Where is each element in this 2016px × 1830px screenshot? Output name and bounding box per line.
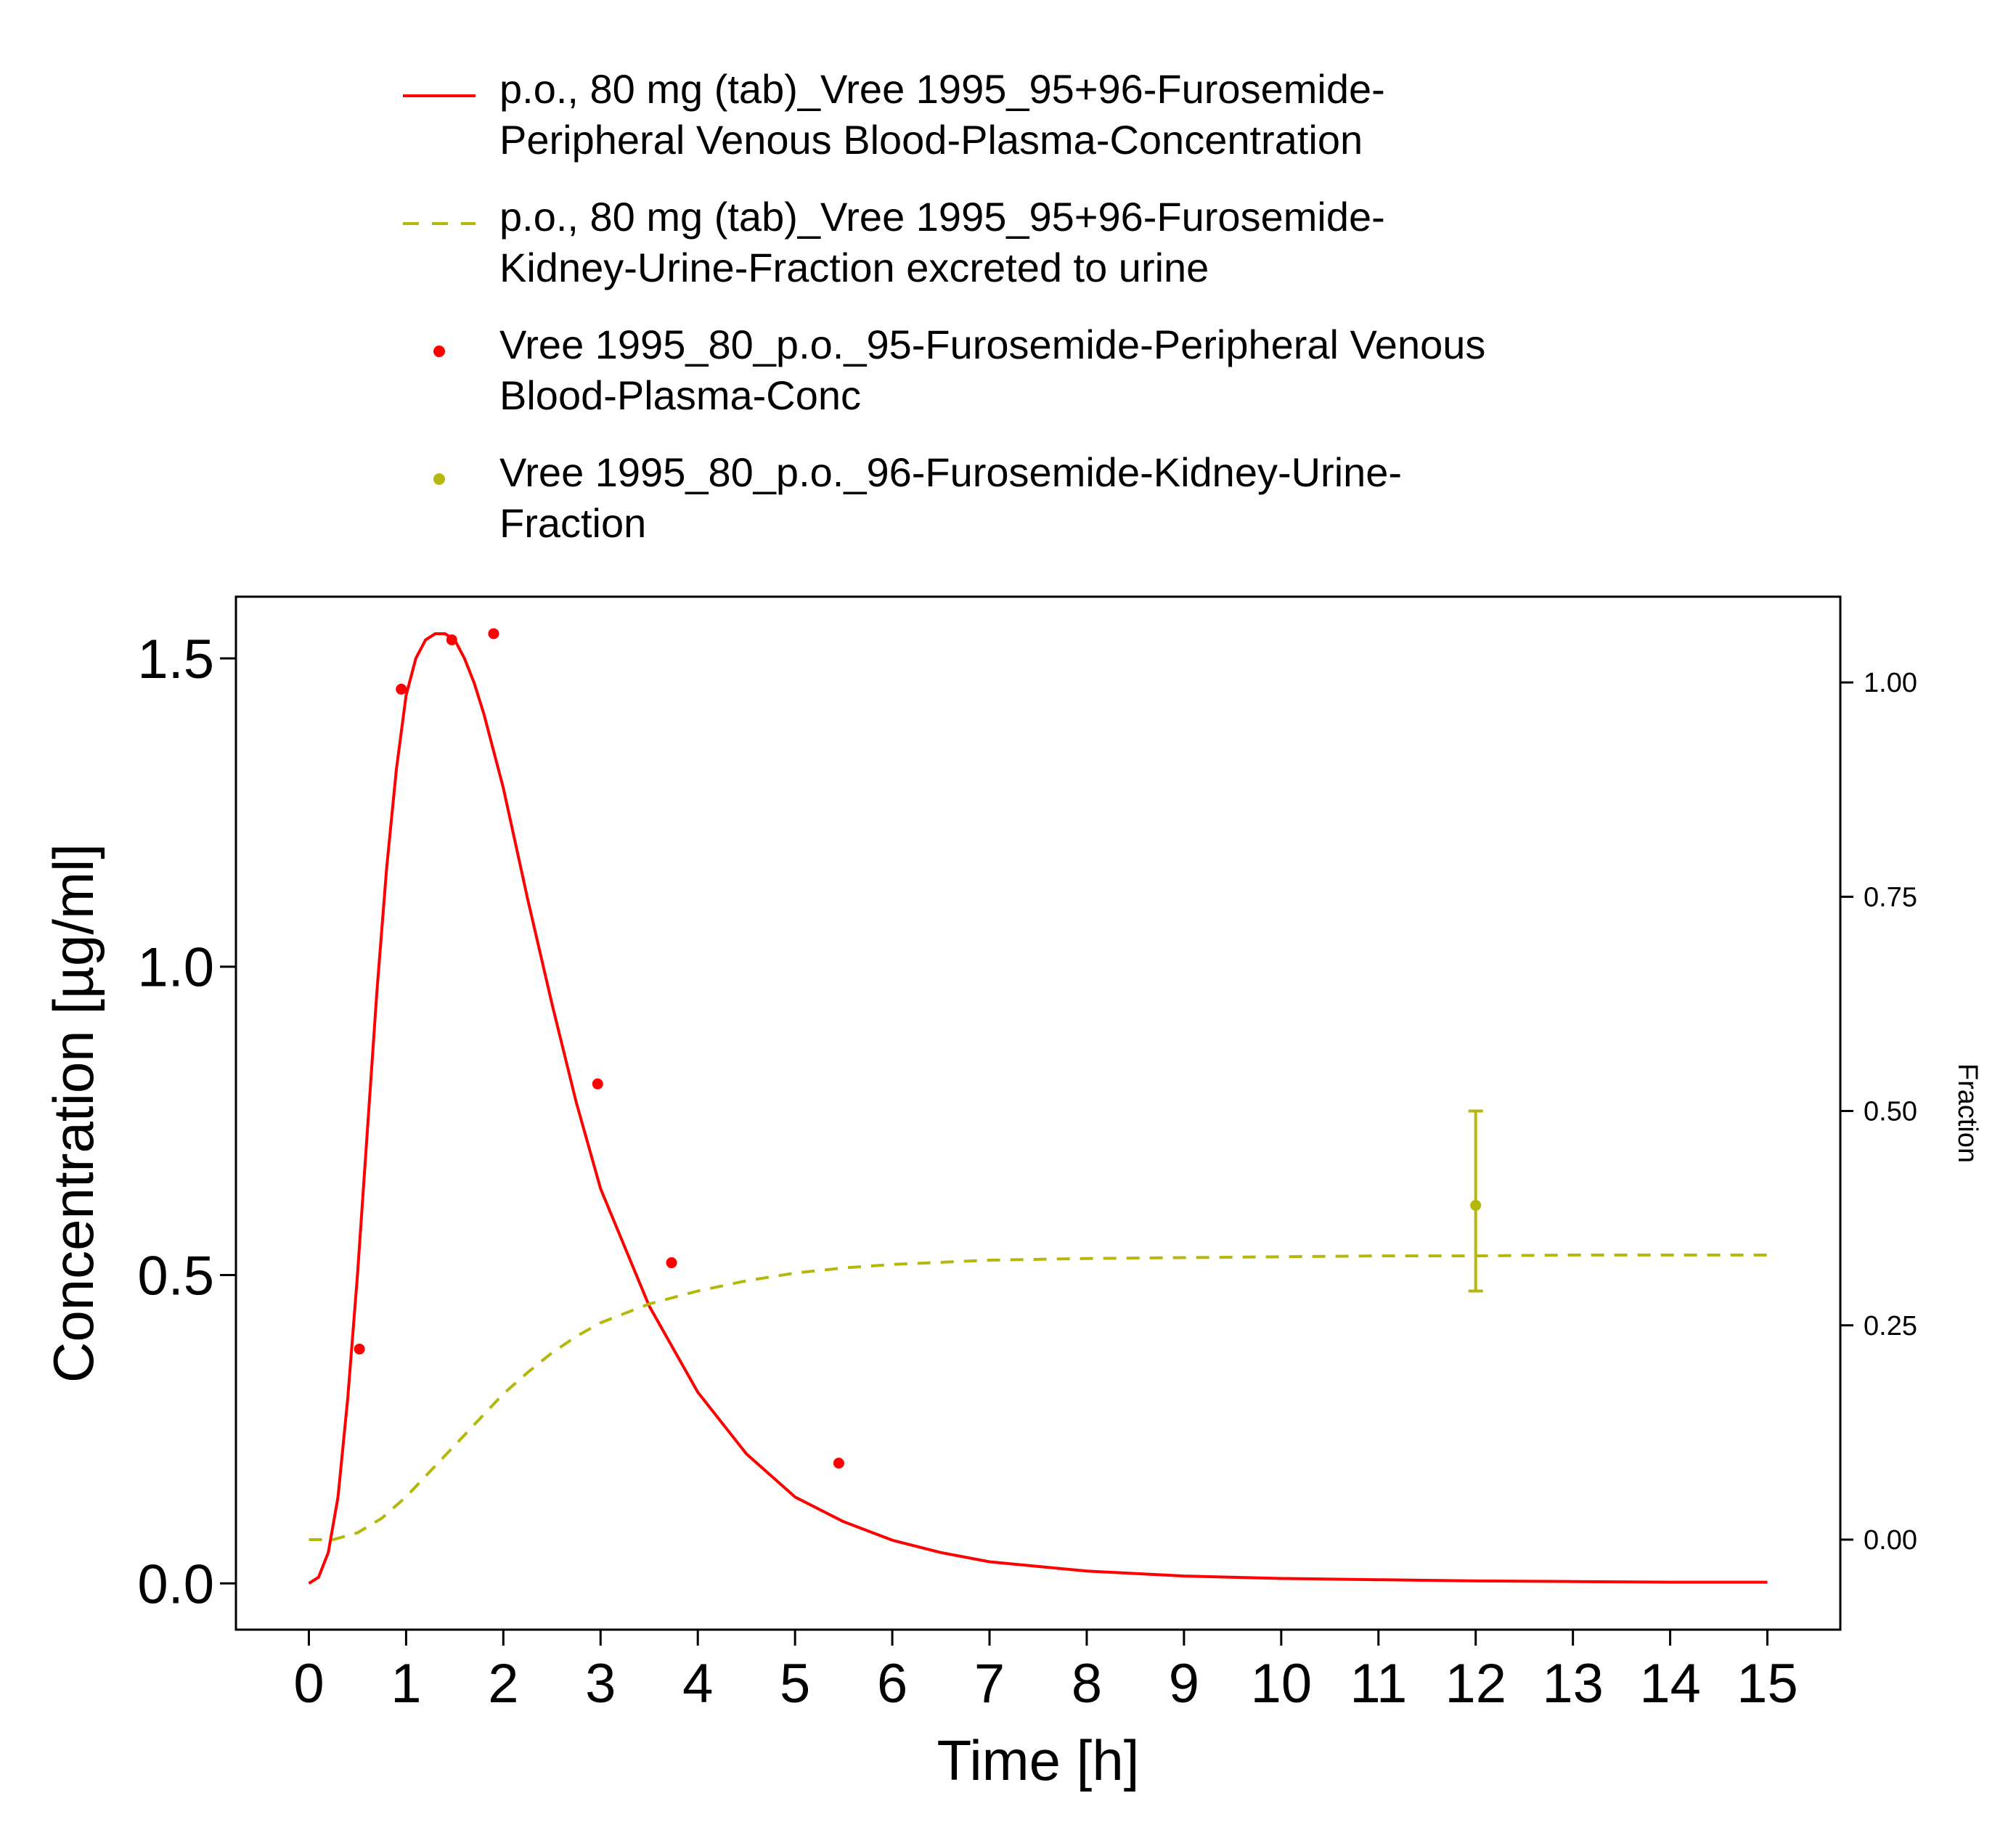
y-axis-right: 0.00 0.25 0.50 0.75 1.00 Fraction xyxy=(1840,668,1983,1556)
x-tick-label: 10 xyxy=(1251,1653,1313,1715)
x-tick-label: 0 xyxy=(293,1653,324,1715)
x-tick-label: 14 xyxy=(1639,1653,1701,1715)
y-tick-label: 0.5 xyxy=(137,1246,214,1307)
x-tick-label: 5 xyxy=(780,1653,810,1715)
y2-tick-label: 0.00 xyxy=(1864,1525,1917,1556)
data-point xyxy=(592,1078,603,1090)
x-tick-label: 8 xyxy=(1072,1653,1102,1715)
legend-item: Vree 1995_80_p.o._96-Furosemide-Kidney-U… xyxy=(433,449,1402,546)
x-tick-label: 12 xyxy=(1445,1653,1506,1715)
x-tick-label: 1 xyxy=(391,1653,421,1715)
x-tick-label: 9 xyxy=(1169,1653,1199,1715)
data-point xyxy=(666,1257,677,1269)
y2-tick-label: 0.25 xyxy=(1864,1311,1917,1341)
x-tick-label: 3 xyxy=(585,1653,616,1715)
x-tick-label: 4 xyxy=(682,1653,713,1715)
y2-tick-label: 0.75 xyxy=(1864,882,1917,912)
x-tick-label: 15 xyxy=(1737,1653,1798,1715)
data-point xyxy=(833,1458,844,1469)
legend-item: p.o., 80 mg (tab)_Vree 1995_95+96-Furose… xyxy=(403,194,1385,290)
series-line-plasma-concentration xyxy=(308,632,1768,1585)
data-point xyxy=(446,634,457,645)
legend-label: Kidney-Urine-Fraction excreted to urine xyxy=(499,245,1209,290)
legend-label: Peripheral Venous Blood-Plasma-Concentra… xyxy=(499,117,1363,163)
x-tick-label: 7 xyxy=(974,1653,1005,1715)
y2-tick-label: 1.00 xyxy=(1864,668,1917,698)
legend-item: p.o., 80 mg (tab)_Vree 1995_95+96-Furose… xyxy=(403,66,1385,163)
legend-key-point xyxy=(433,346,445,357)
plot-panel xyxy=(234,595,1842,1631)
legend-label: p.o., 80 mg (tab)_Vree 1995_95+96-Furose… xyxy=(499,66,1385,112)
data-point xyxy=(354,1343,365,1355)
x-tick-label: 11 xyxy=(1350,1653,1407,1715)
data-point xyxy=(488,628,499,640)
plot-area xyxy=(308,628,1768,1585)
y-tick-label: 1.0 xyxy=(137,937,214,999)
legend: p.o., 80 mg (tab)_Vree 1995_95+96-Furose… xyxy=(403,66,1485,546)
y2-axis-title: Fraction xyxy=(1952,1063,1983,1163)
y-axis-left: 0.0 0.5 1.0 1.5 Concentration [µg/ml] xyxy=(41,629,236,1615)
data-point xyxy=(1470,1199,1482,1211)
legend-label: Fraction xyxy=(499,500,646,546)
y-tick-label: 1.5 xyxy=(137,629,214,690)
legend-label: p.o., 80 mg (tab)_Vree 1995_95+96-Furose… xyxy=(499,194,1385,240)
x-tick-label: 6 xyxy=(877,1653,907,1715)
legend-label: Blood-Plasma-Conc xyxy=(499,372,861,418)
y-tick-label: 0.0 xyxy=(137,1553,214,1615)
x-tick-label: 2 xyxy=(488,1653,518,1715)
legend-label: Vree 1995_80_p.o._96-Furosemide-Kidney-U… xyxy=(499,449,1402,495)
y2-tick-label: 0.50 xyxy=(1864,1097,1917,1127)
x-tick-label: 13 xyxy=(1542,1653,1604,1715)
series-line-urine-fraction xyxy=(309,1253,1768,1541)
legend-key-point xyxy=(433,473,445,485)
legend-label: Vree 1995_80_p.o._95-Furosemide-Peripher… xyxy=(499,322,1485,367)
data-point xyxy=(396,683,407,695)
legend-item: Vree 1995_80_p.o._95-Furosemide-Peripher… xyxy=(433,322,1485,418)
x-axis-title: Time [h] xyxy=(937,1728,1140,1792)
y-axis-title: Concentration [µg/ml] xyxy=(41,843,105,1383)
